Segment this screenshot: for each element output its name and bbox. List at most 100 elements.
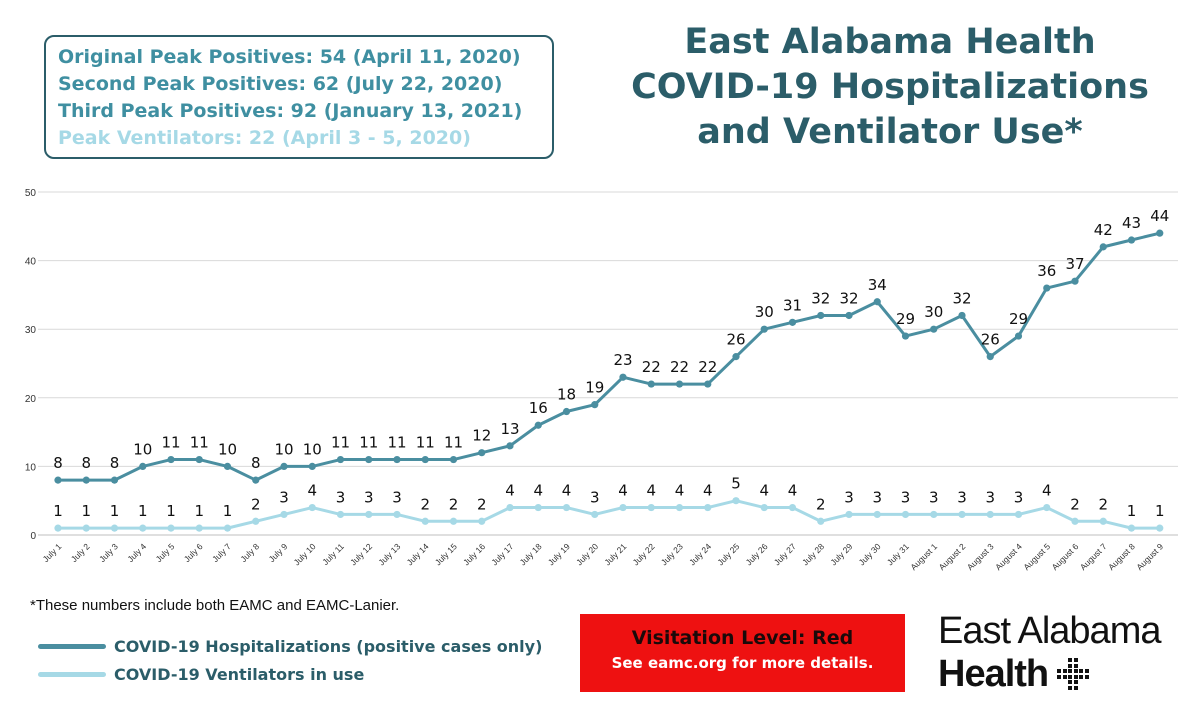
data-label-ventilators: 4 xyxy=(505,482,515,500)
data-label-ventilators: 3 xyxy=(1014,488,1024,506)
x-tick-label: July 12 xyxy=(348,541,374,567)
x-tick-label: July 21 xyxy=(602,541,628,567)
data-label-ventilators: 1 xyxy=(53,502,63,520)
x-tick-label: August 1 xyxy=(908,541,939,572)
data-point-ventilators xyxy=(449,517,458,525)
peak-original: Original Peak Positives: 54 (April 11, 2… xyxy=(58,46,521,68)
data-label-ventilators: 1 xyxy=(1127,502,1137,520)
data-label-hospitalizations: 29 xyxy=(896,310,915,328)
data-point-ventilators xyxy=(421,517,429,525)
data-point-ventilators xyxy=(619,503,627,512)
data-point-ventilators xyxy=(675,503,684,512)
data-label-ventilators: 3 xyxy=(590,488,600,506)
data-label-hospitalizations: 8 xyxy=(53,454,63,472)
data-label-hospitalizations: 30 xyxy=(924,303,943,321)
data-label-ventilators: 3 xyxy=(279,488,289,506)
x-tick-label: August 8 xyxy=(1106,541,1137,572)
data-point-ventilators xyxy=(308,503,316,512)
data-label-hospitalizations: 23 xyxy=(613,351,632,369)
x-tick-label: July 11 xyxy=(320,541,346,567)
visitation-details-link[interactable]: See eamc.org for more details. xyxy=(611,654,874,672)
data-point-hospitalizations xyxy=(195,455,203,464)
data-point-hospitalizations xyxy=(534,421,542,429)
data-point-hospitalizations xyxy=(986,353,994,361)
data-label-hospitalizations: 37 xyxy=(1065,255,1084,273)
data-label-ventilators: 2 xyxy=(816,495,826,513)
data-point-ventilators xyxy=(1127,524,1136,532)
data-point-hospitalizations xyxy=(760,325,768,333)
data-label-hospitalizations: 10 xyxy=(133,440,152,458)
data-point-hospitalizations xyxy=(336,455,345,464)
data-point-ventilators xyxy=(534,503,542,512)
x-tick-label: July 7 xyxy=(210,541,233,564)
x-tick-label: July 14 xyxy=(405,541,431,567)
cross-grid-icon xyxy=(1057,658,1090,690)
data-point-ventilators xyxy=(110,524,119,532)
x-tick-label: July 30 xyxy=(857,541,883,567)
data-point-ventilators xyxy=(732,497,740,505)
data-label-ventilators: 1 xyxy=(138,502,148,520)
data-label-hospitalizations: 10 xyxy=(303,440,322,458)
peak-third: Third Peak Positives: 92 (January 13, 20… xyxy=(58,100,523,122)
data-label-hospitalizations: 26 xyxy=(981,331,1000,349)
peak-second: Second Peak Positives: 62 (July 22, 2020… xyxy=(58,73,503,95)
data-point-ventilators xyxy=(1156,524,1164,532)
data-point-ventilators xyxy=(986,510,994,519)
data-label-ventilators: 3 xyxy=(392,488,402,506)
data-point-hospitalizations xyxy=(1043,284,1051,292)
series-line-ventilators xyxy=(58,499,1160,530)
logo-text-line-2: Health xyxy=(938,652,1178,696)
data-label-hospitalizations: 8 xyxy=(251,454,261,472)
x-tick-label: July 15 xyxy=(433,541,459,567)
data-point-ventilators xyxy=(139,524,147,532)
data-point-ventilators xyxy=(958,510,966,519)
data-point-hospitalizations xyxy=(845,311,853,320)
east-alabama-health-logo: East Alabama Health xyxy=(938,610,1178,700)
data-point-hospitalizations xyxy=(139,462,147,470)
y-tick-label: 20 xyxy=(25,394,37,405)
data-point-ventilators xyxy=(817,517,825,525)
x-tick-label: August 2 xyxy=(937,541,968,572)
x-tick-label: July 9 xyxy=(267,541,290,564)
data-point-hospitalizations xyxy=(732,353,740,361)
data-point-ventilators xyxy=(788,503,797,512)
title-line-3: and Ventilator Use* xyxy=(697,112,1083,152)
data-label-ventilators: 1 xyxy=(110,502,120,520)
data-point-ventilators xyxy=(365,510,373,519)
x-tick-label: July 20 xyxy=(574,541,600,567)
data-point-hospitalizations xyxy=(1071,277,1079,285)
visitation-level: Visitation Level: Red xyxy=(631,627,854,649)
data-point-ventilators xyxy=(1099,517,1107,525)
data-point-ventilators xyxy=(1014,510,1023,519)
logo-text-line-1: East Alabama xyxy=(938,610,1161,652)
data-label-hospitalizations: 32 xyxy=(952,289,971,307)
data-point-ventilators xyxy=(393,510,401,519)
data-point-hospitalizations xyxy=(478,449,486,457)
data-point-ventilators xyxy=(54,524,62,532)
data-label-ventilators: 1 xyxy=(81,502,91,520)
data-label-ventilators: 2 xyxy=(449,495,459,513)
data-label-hospitalizations: 11 xyxy=(387,434,406,452)
data-label-hospitalizations: 16 xyxy=(529,399,548,417)
data-label-ventilators: 4 xyxy=(307,482,317,500)
data-label-ventilators: 2 xyxy=(1070,495,1080,513)
data-label-ventilators: 1 xyxy=(223,502,233,520)
chart-title: East Alabama Health COVID-19 Hospitaliza… xyxy=(590,20,1190,155)
legend-swatch-hospitalizations xyxy=(38,643,106,649)
x-tick-label: July 25 xyxy=(715,541,741,567)
data-label-ventilators: 3 xyxy=(929,488,939,506)
data-point-hospitalizations xyxy=(675,380,684,388)
y-tick-label: 0 xyxy=(30,531,36,542)
peak-statistics-box: Original Peak Positives: 54 (April 11, 2… xyxy=(44,35,554,159)
data-point-hospitalizations xyxy=(1014,332,1023,340)
data-label-hospitalizations: 8 xyxy=(81,454,91,472)
x-tick-label: July 17 xyxy=(489,541,515,567)
data-point-ventilators xyxy=(562,503,571,512)
data-label-hospitalizations: 18 xyxy=(557,386,576,404)
data-label-ventilators: 3 xyxy=(985,488,995,506)
data-point-ventilators xyxy=(845,510,853,519)
legend-label-ventilators: COVID-19 Ventilators in use xyxy=(114,664,365,684)
data-label-hospitalizations: 10 xyxy=(274,440,293,458)
data-point-hospitalizations xyxy=(110,476,119,484)
data-label-ventilators: 4 xyxy=(1042,482,1052,500)
